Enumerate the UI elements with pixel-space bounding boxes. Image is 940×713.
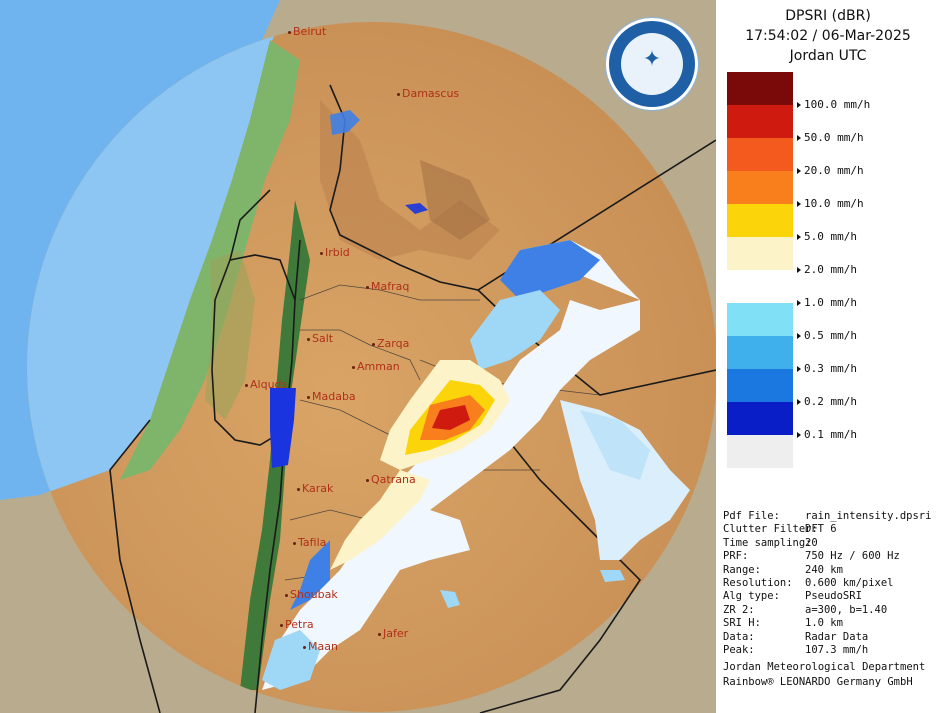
scale-tick [797,366,801,372]
product-title: DPSRI (dBR) [785,8,871,24]
info-value: PseudoSRI [805,590,862,603]
info-value: rain_intensity.dpsri [805,510,932,522]
city-label: Madaba [307,390,356,403]
scale-label: 20.0 mm/h [804,164,864,177]
timestamp: 17:54:02 / 06-Mar-2025 [745,28,911,44]
radar-map[interactable]: Beirut Damascus Irbid Mafraq Salt Zarqa … [0,0,716,713]
info-key: Peak: [723,644,755,656]
info-value: 0.600 km/pixel [805,577,894,589]
info-key: SRI H: [723,617,761,630]
scale-tick [797,399,801,405]
dead-sea-echo [270,388,296,468]
scale-tick [797,300,801,306]
city-label: Maan [303,640,338,653]
color-scale-swatch [727,270,793,303]
color-scale-swatch [727,402,793,435]
scale-tick [797,201,801,207]
compass-star-icon: ✦ [642,47,662,72]
info-value: 750 Hz / 600 Hz [805,550,900,563]
info-value: 107.3 mm/h [805,644,869,656]
info-key: Pdf File: [723,510,780,522]
city-label: Qatrana [366,473,416,486]
scale-tick [797,333,801,339]
scale-tick [797,432,801,438]
info-value: 1.0 km [805,617,843,630]
scale-tick [797,102,801,108]
scale-label: 0.2 mm/h [804,395,857,408]
info-value: Radar Data [805,630,869,643]
info-key: Range: [723,563,761,576]
info-key: PRF: [723,550,749,563]
city-label: Alquds [245,378,287,391]
color-scale-swatch [727,204,793,237]
color-scale-swatch [727,303,793,336]
info-key: Clutter Filter: [723,523,818,536]
scale-tick [797,168,801,174]
scale-label: 10.0 mm/h [804,197,864,210]
jmd-logo: ✦ [606,18,698,110]
color-scale-swatch [727,171,793,204]
city-label: Damascus [397,87,459,100]
timezone-label: Jordan UTC [789,48,867,64]
color-scale-swatch [727,138,793,171]
city-label: Irbid [320,246,350,259]
info-key: Data: [723,630,755,643]
scale-label: 0.5 mm/h [804,329,857,342]
scale-label: 5.0 mm/h [804,230,857,243]
info-key: ZR 2: [723,603,755,616]
precipitation-echoes [262,110,690,690]
color-scale-swatch [727,105,793,138]
info-value: a=300, b=1.40 [805,603,888,616]
scale-label: 1.0 mm/h [804,296,857,309]
color-scale-swatch [727,237,793,270]
city-label: Jafer [378,627,408,640]
footer-org: Jordan Meteorological Department [723,661,926,673]
color-scale-swatch [727,72,793,105]
info-value: 240 km [805,563,843,576]
info-key: Resolution: [723,577,793,589]
city-label: Karak [297,482,333,495]
info-key: Alg type: [723,590,780,603]
city-label: Zarqa [372,337,409,350]
info-key: Time sampling: [723,536,812,549]
city-label: Amman [352,360,400,373]
map-graphic [0,0,716,713]
scale-label: 100.0 mm/h [804,98,871,111]
info-value: DFT 6 [805,523,837,536]
color-scale-swatch [727,336,793,369]
info-value: 20 [805,536,818,549]
city-label: Shoubak [285,588,338,601]
scale-tick [797,234,801,240]
scale-label: 50.0 mm/h [804,131,864,144]
city-label: Mafraq [366,280,409,293]
scale-tick [797,135,801,141]
city-label: Salt [307,332,333,345]
scale-label: 2.0 mm/h [804,263,857,276]
city-label: Tafila [293,536,326,549]
color-scale-swatch [727,369,793,402]
scale-label: 0.3 mm/h [804,362,857,375]
city-label: Petra [280,618,314,631]
city-label: Beirut [288,25,326,38]
scale-tick [797,267,801,273]
scale-label: 0.1 mm/h [804,428,857,441]
color-scale-swatch [727,435,793,468]
footer-vendor: Rainbow® LEONARDO Germany GmbH [723,676,913,688]
